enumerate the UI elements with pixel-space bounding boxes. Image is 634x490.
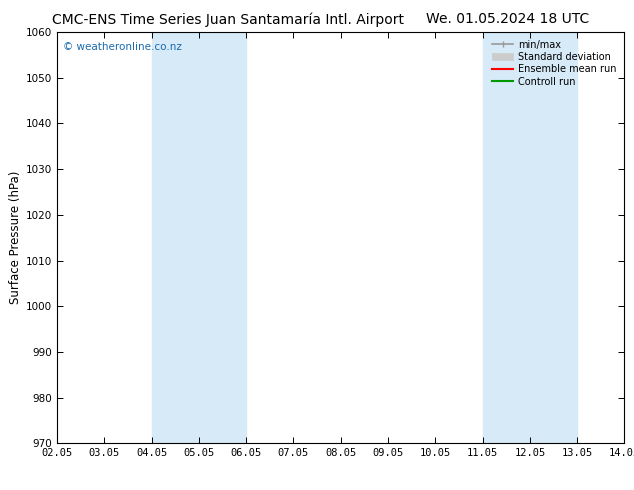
Y-axis label: Surface Pressure (hPa): Surface Pressure (hPa) — [9, 171, 22, 304]
Legend: min/max, Standard deviation, Ensemble mean run, Controll run: min/max, Standard deviation, Ensemble me… — [488, 36, 621, 91]
Text: We. 01.05.2024 18 UTC: We. 01.05.2024 18 UTC — [425, 12, 589, 26]
Text: CMC-ENS Time Series Juan Santamaría Intl. Airport: CMC-ENS Time Series Juan Santamaría Intl… — [52, 12, 404, 27]
Text: © weatheronline.co.nz: © weatheronline.co.nz — [63, 42, 181, 52]
Bar — [482, 32, 577, 443]
Bar — [152, 32, 246, 443]
